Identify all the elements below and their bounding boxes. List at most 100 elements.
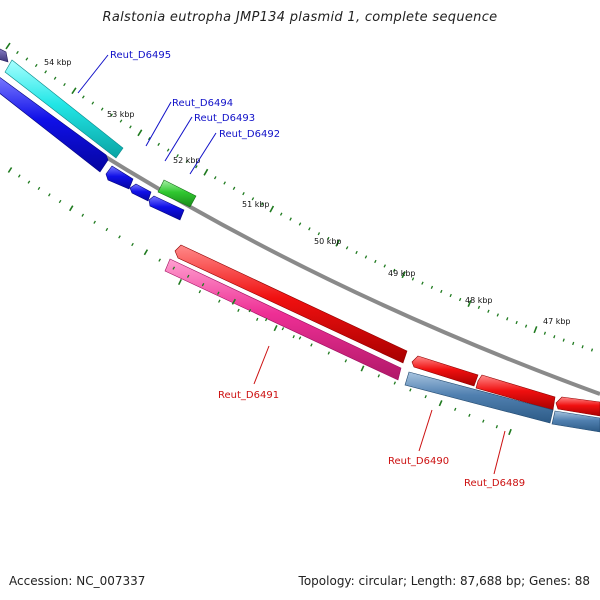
gene-label-reut-d6495: Reut_D6495 [110, 50, 171, 61]
tick-mark [310, 343, 313, 347]
tick-mark [482, 419, 485, 423]
kbp-label-50: 50 kbp [314, 237, 342, 246]
tick-mark [377, 374, 380, 378]
gene-arrow-red-upper [174, 244, 408, 364]
tick-mark [186, 274, 190, 278]
tick-mark [5, 42, 11, 50]
tick-mark [248, 308, 252, 313]
gene-label-reut-d6492: Reut_D6492 [219, 129, 280, 140]
tick-mark [261, 202, 264, 206]
gene-label-reut-d6489: Reut_D6489 [464, 478, 525, 489]
tick-marks-outer [5, 42, 594, 352]
gene-label-reut-d6491: Reut_D6491 [218, 390, 279, 401]
tick-mark [176, 154, 179, 158]
tick-mark [100, 107, 104, 111]
tick-mark [251, 197, 255, 201]
tick-mark [430, 285, 434, 289]
tick-mark [105, 227, 109, 232]
tick-mark [157, 142, 161, 146]
tick-mark [131, 242, 134, 247]
tick-mark [327, 351, 330, 355]
tick-mark [581, 345, 584, 349]
gene-arrow-reut-d6490 [404, 371, 554, 424]
kbp-label-51: 51 kbp [242, 200, 270, 209]
kbp-label-54: 54 kbp [44, 58, 72, 67]
tick-mark [317, 232, 321, 236]
kbp-label-49: 49 kbp [388, 269, 416, 278]
tick-mark [198, 290, 202, 294]
tick-mark [218, 299, 221, 303]
tick-mark [63, 82, 66, 87]
tick-mark [273, 325, 278, 332]
tick-mark [118, 235, 121, 239]
gene-label-reut-d6494: Reut_D6494 [172, 98, 233, 109]
tick-mark [242, 191, 245, 196]
tick-mark [562, 338, 565, 342]
tick-mark [308, 227, 311, 231]
leader-reut-d6493 [164, 116, 193, 162]
tick-mark [374, 259, 377, 264]
tick-mark [137, 129, 143, 137]
tick-mark [166, 148, 170, 152]
leader-reut-d6492 [189, 132, 217, 175]
tick-mark [172, 266, 176, 270]
gene-arrow-reut-d6494 [105, 165, 134, 190]
leader-reut-d6495 [77, 54, 109, 94]
tick-mark [53, 76, 57, 80]
kbp-label-53: 53 kbp [107, 110, 135, 119]
tick-mark [25, 57, 29, 61]
tick-mark [281, 327, 285, 331]
tick-mark [16, 50, 19, 55]
tick-mark [421, 281, 424, 285]
gene-arrow-reut-d6489 [551, 410, 600, 433]
tick-mark [185, 159, 189, 163]
tick-mark [201, 282, 205, 287]
tick-mark [232, 186, 236, 191]
leader-reut-d6490 [418, 409, 433, 452]
tick-mark [543, 331, 547, 335]
tick-mark [81, 213, 85, 217]
gene-arrow-reut-d6491 [164, 258, 402, 381]
tick-mark [298, 222, 302, 226]
tick-mark [27, 180, 31, 184]
tick-mark [553, 335, 556, 339]
tick-mark [344, 359, 348, 363]
gene-arrow-blue-last [148, 195, 185, 221]
tick-marks-middle [7, 167, 302, 340]
tick-mark [81, 95, 85, 99]
tick-mark [217, 291, 220, 295]
tick-mark [467, 299, 472, 308]
leader-reut-d6491 [253, 345, 270, 385]
tick-mark [409, 388, 412, 392]
kbp-label-52: 52 kbp [173, 156, 201, 165]
gene-label-reut-d6490: Reut_D6490 [388, 456, 449, 467]
tick-mark [449, 293, 452, 298]
gene-arrow-red-4 [555, 396, 600, 417]
kbp-label-48: 48 kbp [465, 296, 493, 305]
tick-mark [58, 199, 62, 204]
tick-mark [71, 87, 77, 95]
gene-arrow-reut-d6492 [157, 179, 197, 208]
tick-mark [477, 305, 481, 310]
tick-mark [231, 298, 236, 305]
tick-mark [213, 176, 217, 180]
tick-mark [360, 365, 365, 372]
tick-mark [48, 193, 51, 197]
gene-arrow-purple [0, 48, 9, 63]
tick-mark [495, 425, 499, 429]
tick-mark [91, 101, 95, 105]
tick-mark [496, 313, 499, 317]
tick-mark [37, 186, 41, 191]
leader-reut-d6494 [145, 101, 172, 147]
tick-mark [256, 317, 259, 321]
tick-mark [223, 181, 226, 185]
tick-mark [393, 381, 396, 385]
tick-mark [590, 348, 594, 352]
tick-marks-inner [177, 278, 512, 436]
tick-mark [438, 400, 443, 407]
summary-text: Topology: circular; Length: 87,688 bp; G… [298, 574, 590, 588]
tick-mark [487, 309, 490, 313]
tick-mark [93, 220, 96, 224]
tick-mark [298, 336, 302, 340]
